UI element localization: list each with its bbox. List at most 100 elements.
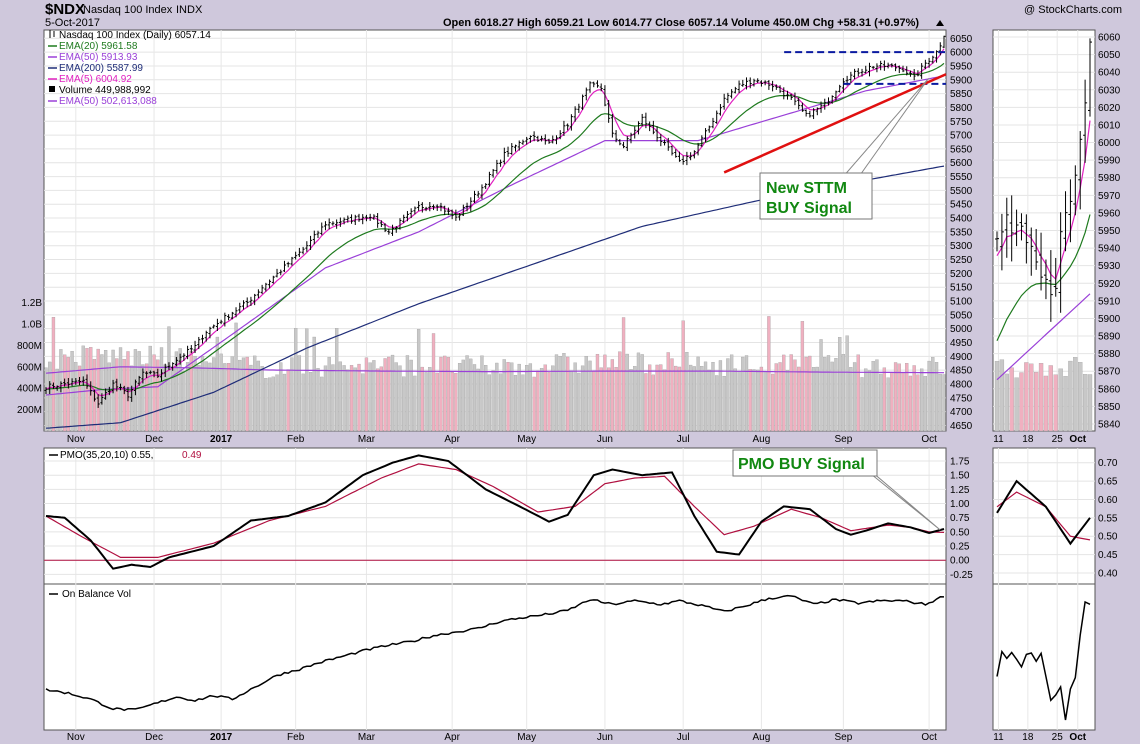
zoom-volume-bar (1078, 362, 1083, 432)
volume-bar (748, 369, 752, 432)
zoom-ohlc-bar (1053, 257, 1058, 297)
volume-bar (409, 359, 413, 432)
pmo-annotation-text: PMO BUY Signal (738, 456, 865, 473)
price-tick-label: 6000 (950, 48, 973, 59)
ohlc-bar (409, 208, 413, 219)
price-tick-label: 5050 (950, 310, 973, 321)
ohlc-bar (364, 214, 368, 222)
date-tick-label: Oct (921, 732, 937, 743)
ohlc-bar (230, 311, 234, 320)
volume-bar (774, 363, 778, 432)
quote-line: Open 6018.27 High 6059.21 Low 6014.77 Cl… (443, 17, 919, 29)
volume-bar (264, 378, 268, 432)
ohlc-bar (841, 78, 845, 93)
ohlc-bar (204, 330, 208, 342)
sttm-annotation-line1: New STTM (766, 180, 847, 197)
ohlc-bar (70, 378, 74, 387)
date-tick-label: Aug (753, 434, 771, 445)
volume-bar (305, 328, 309, 432)
volume-bar (346, 369, 350, 432)
zoom-ohlc-bar (999, 213, 1004, 271)
zoom-ohlc-bar (1034, 228, 1039, 270)
volume-bar (655, 364, 659, 432)
volume-bar (152, 354, 156, 432)
ohlc-bar (119, 383, 123, 391)
volume-bar (744, 355, 749, 432)
date-tick-label: Sep (834, 732, 852, 743)
ohlc-bar (819, 101, 823, 113)
ohlc-bar (491, 168, 495, 178)
ohlc-bar (394, 225, 398, 233)
volume-bar (51, 317, 56, 432)
zoom-volume-bar (1043, 375, 1049, 432)
ohlc-bar (547, 138, 551, 144)
volume-bar (241, 357, 246, 432)
ohlc-bar (361, 214, 365, 225)
ohlc-bar (420, 202, 424, 213)
date-tick-label: Aug (753, 732, 771, 743)
volume-bar (785, 370, 790, 432)
volume-bar (48, 361, 52, 432)
volume-bar (826, 355, 831, 432)
ohlc-bar (826, 97, 830, 106)
ohlc-bar (905, 66, 909, 76)
zoom-price-tick-label: 5990 (1098, 156, 1121, 167)
volume-bar (510, 362, 514, 432)
zoom-price-tick-label: 6040 (1098, 68, 1121, 79)
volume-bar (726, 358, 730, 432)
ohlc-bar (726, 92, 730, 104)
ohlc-bar (126, 386, 130, 402)
volume-bar (551, 365, 555, 432)
volume-bar (580, 365, 585, 432)
volume-bar (316, 368, 320, 432)
date-tick-label: Mar (358, 732, 376, 743)
ohlc-bar (286, 261, 290, 268)
price-tick-label: 5600 (950, 158, 973, 169)
price-tick-label: 5850 (950, 89, 973, 100)
zoom-ohlc-bar (995, 231, 999, 252)
ohlc-bar (48, 381, 52, 395)
volume-bar (905, 363, 909, 432)
zoom-pmo-line (996, 479, 1091, 546)
volume-bar (595, 353, 600, 432)
volume-bar (85, 348, 89, 432)
volume-bar (573, 362, 577, 432)
volume-tick-label: 400M (17, 384, 42, 395)
volume-bar (159, 347, 164, 432)
zoom-price-tick-label: 5850 (1098, 402, 1121, 413)
ohlc-bar (197, 336, 201, 350)
volume-bar (763, 371, 767, 432)
volume-bar (823, 357, 827, 432)
volume-bar (457, 363, 462, 432)
ohlc-bar (610, 114, 614, 138)
ohlc-bar (722, 93, 726, 110)
volume-bar (696, 356, 700, 432)
date-tick-label: Jul (677, 434, 690, 445)
volume-bar (521, 374, 525, 432)
ohlc-bar (745, 77, 749, 90)
ohlc-bar (74, 378, 78, 385)
volume-bar (390, 354, 395, 432)
volume-bar (156, 359, 160, 432)
volume-bar (614, 367, 618, 432)
ohlc-bar (860, 68, 864, 77)
date-tick-label: Nov (67, 434, 85, 445)
ohlc-bar (92, 389, 96, 402)
zoom-pmo-tick-label: 0.50 (1098, 532, 1118, 543)
ohlc-bar (171, 362, 175, 371)
ohlc-bar (461, 204, 465, 217)
price-tick-label: 5500 (950, 186, 973, 197)
sttm-annotation-box (759, 172, 873, 220)
volume-bar (55, 368, 59, 432)
ohlc-bar (692, 150, 696, 159)
volume-bar (674, 365, 678, 432)
zoom-price-tick-label: 5980 (1098, 173, 1121, 184)
volume-bar (584, 356, 588, 432)
ohlc-bar (677, 151, 681, 162)
volume-bar (860, 377, 864, 432)
ohlc-bar (908, 70, 912, 77)
ohlc-bar (741, 79, 745, 87)
pmo-tick-label: 0.75 (950, 513, 970, 524)
ohlc-bar (499, 159, 503, 167)
volume-bar (234, 322, 238, 432)
